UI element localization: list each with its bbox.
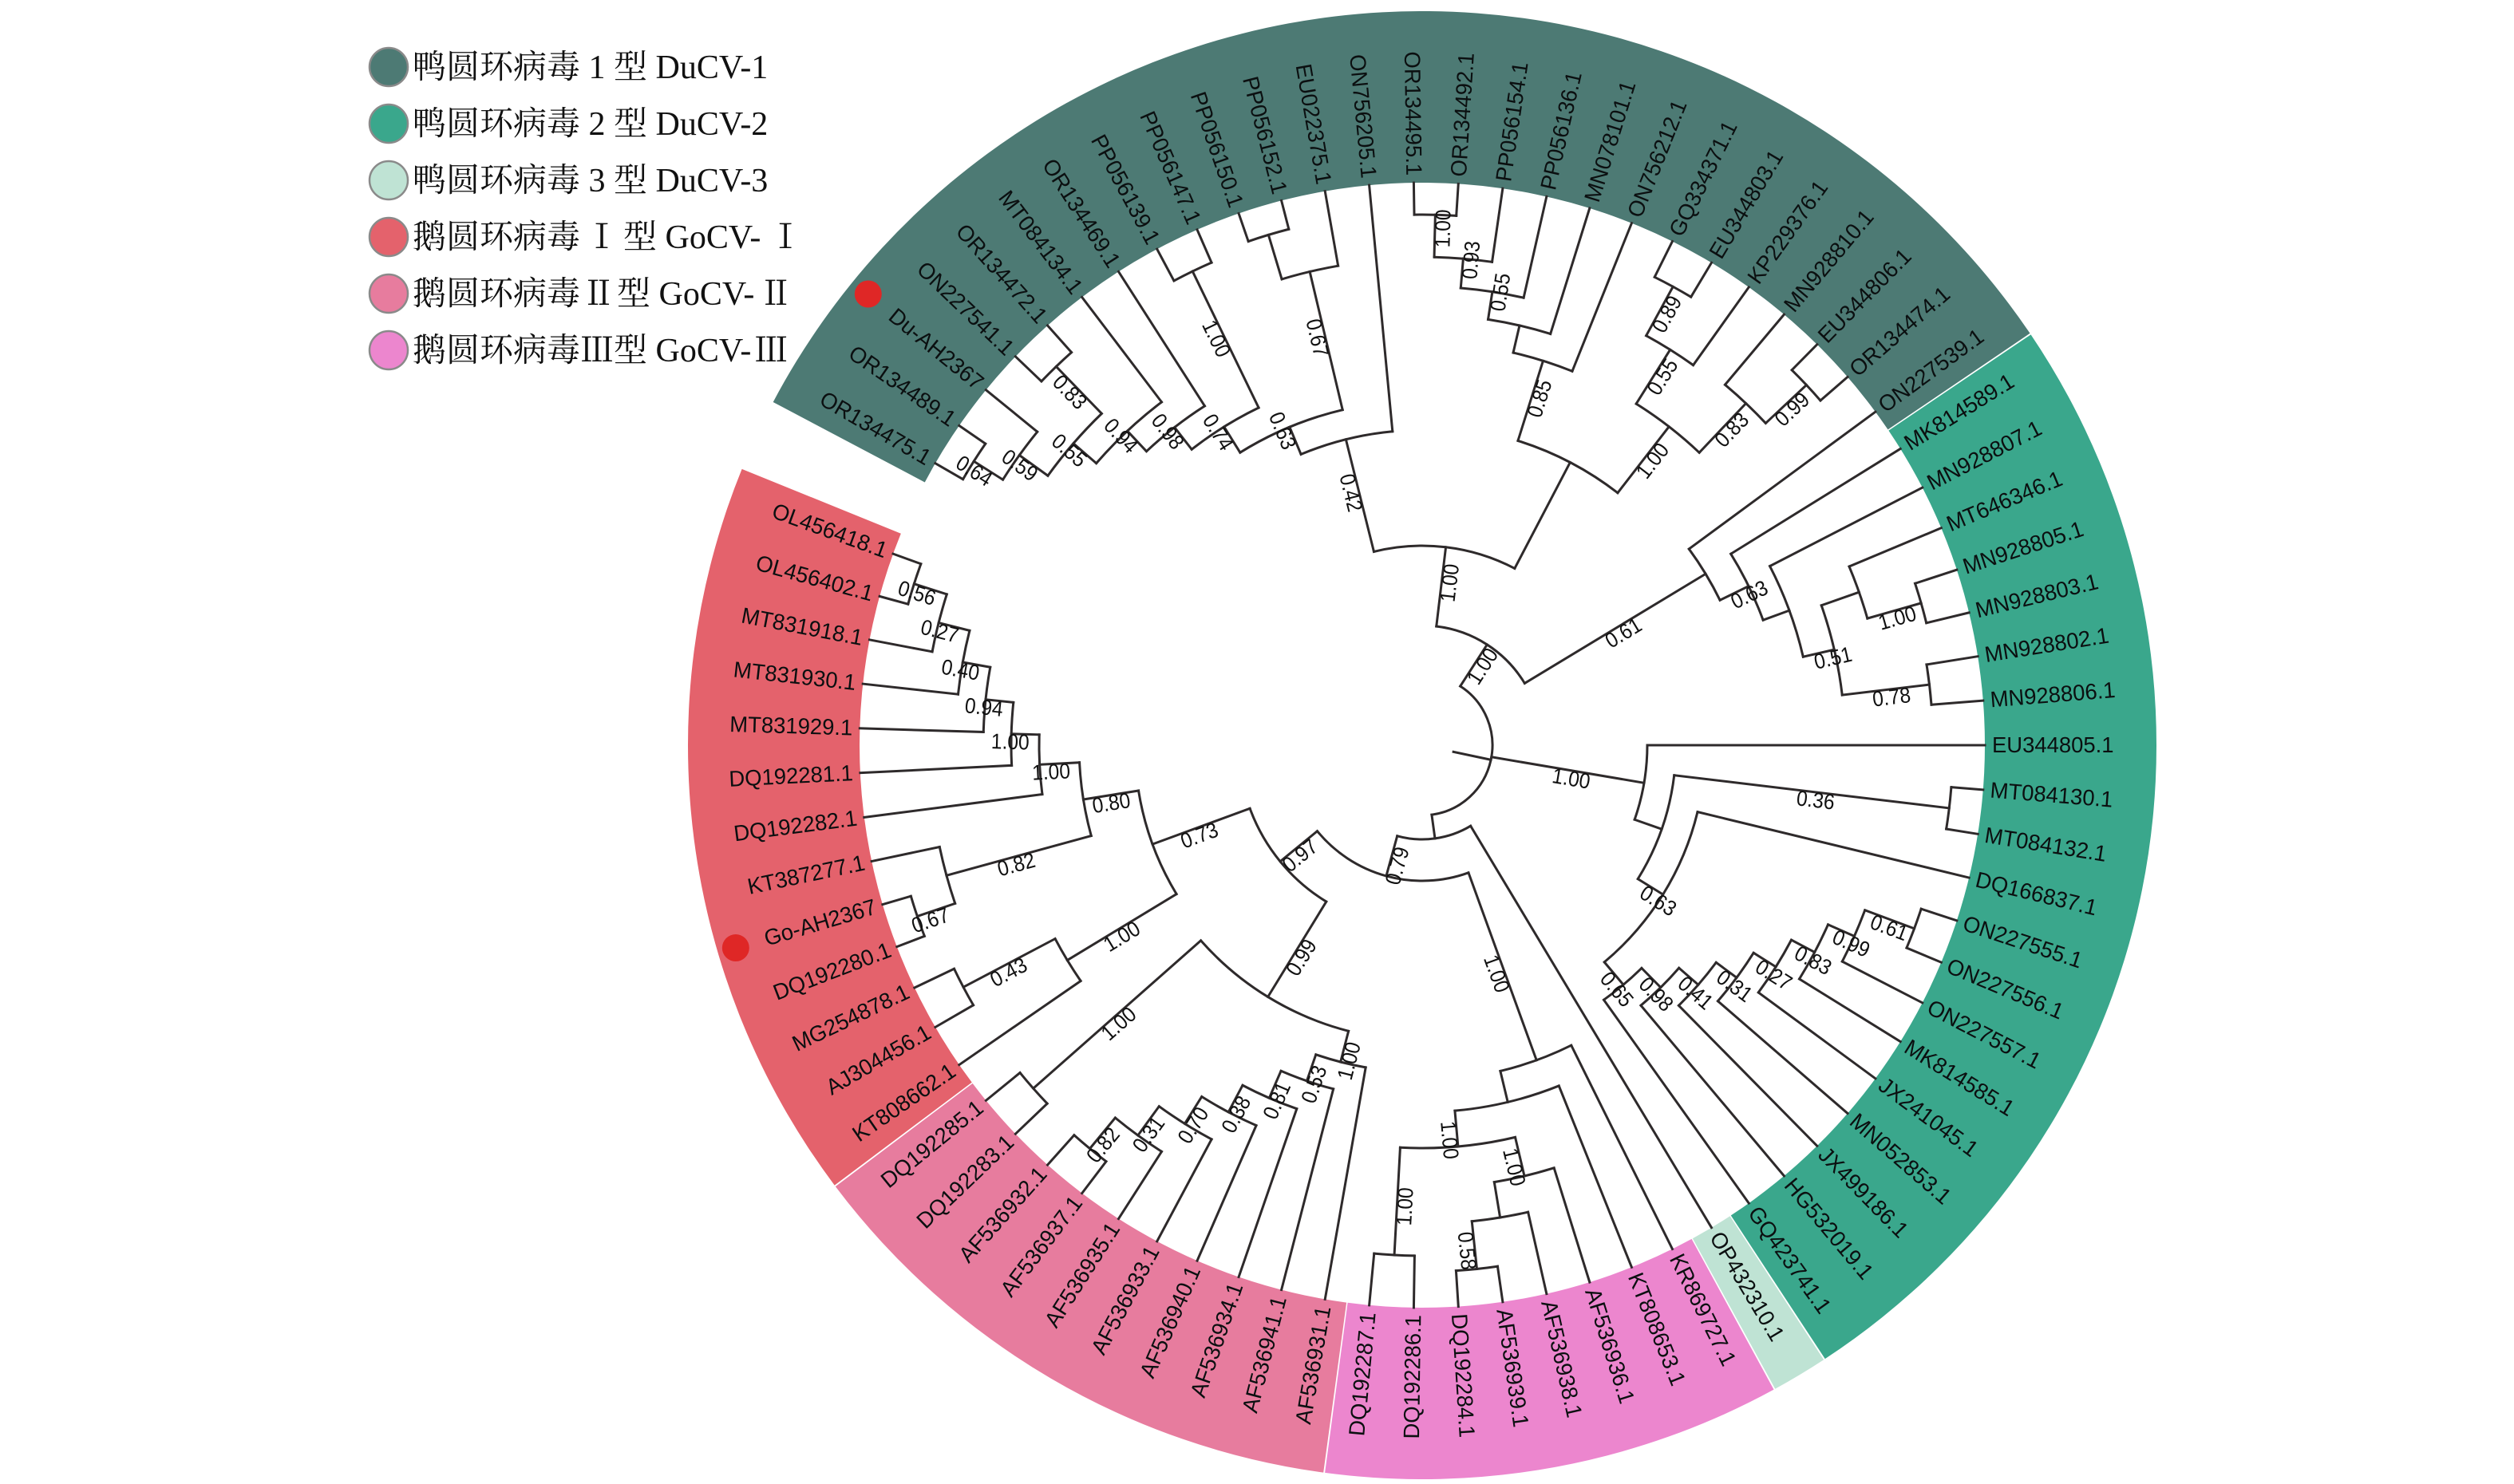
svg-text:1.00: 1.00 xyxy=(1430,209,1455,248)
svg-text:1.00: 1.00 xyxy=(1031,759,1070,784)
svg-text:1.00: 1.00 xyxy=(1436,1120,1463,1160)
svg-text:0.94: 0.94 xyxy=(964,693,1005,721)
svg-text:OR134495.1: OR134495.1 xyxy=(1400,51,1426,176)
svg-text:GoCV-: GoCV- xyxy=(647,333,751,369)
svg-text:0.93: 0.93 xyxy=(1457,240,1484,280)
svg-text:3: 3 xyxy=(580,163,614,199)
svg-text:0.55: 0.55 xyxy=(1485,271,1515,313)
svg-text:1.00: 1.00 xyxy=(1436,562,1464,603)
svg-text:1: 1 xyxy=(580,49,614,86)
svg-text:DQ192286.1: DQ192286.1 xyxy=(1399,1315,1425,1439)
svg-text:DQ192281.1: DQ192281.1 xyxy=(729,760,854,791)
svg-text:DuCV-3: DuCV-3 xyxy=(647,163,768,199)
svg-text:GoCV-: GoCV- xyxy=(657,219,761,256)
svg-text:1.00: 1.00 xyxy=(991,729,1030,754)
svg-text:GoCV-: GoCV- xyxy=(650,276,754,313)
svg-text:0.58: 0.58 xyxy=(1453,1230,1481,1271)
svg-text:DuCV-1: DuCV-1 xyxy=(647,49,768,86)
svg-text:0.80: 0.80 xyxy=(1090,788,1132,818)
svg-text:1.00: 1.00 xyxy=(1392,1187,1418,1226)
svg-text:0.78: 0.78 xyxy=(1872,683,1912,711)
svg-text:DuCV-2: DuCV-2 xyxy=(647,106,768,143)
svg-text:EU344805.1: EU344805.1 xyxy=(1992,732,2114,757)
svg-text:2: 2 xyxy=(580,106,614,143)
svg-text:MT831929.1: MT831929.1 xyxy=(729,712,853,740)
svg-text:0.36: 0.36 xyxy=(1795,786,1836,814)
